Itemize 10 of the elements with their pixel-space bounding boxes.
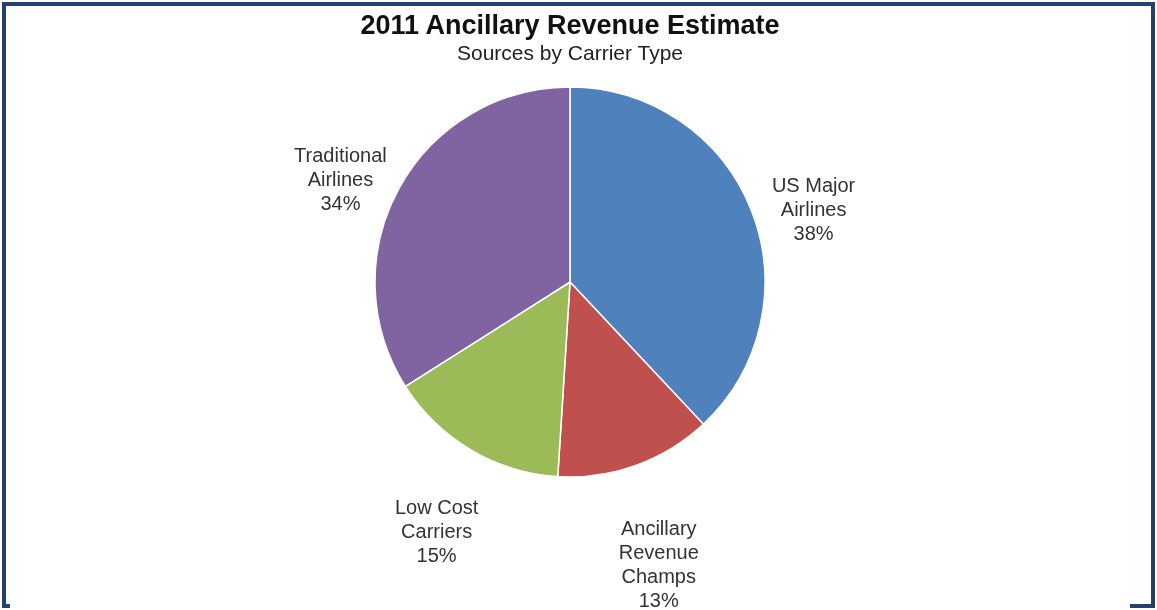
chart-subtitle: Sources by Carrier Type [456,41,684,64]
data-label: 15% [416,543,457,566]
slice-label: Traditional Airlines [294,143,387,190]
data-label: 13% [638,588,679,610]
slice-label: US Major Airlines [771,173,856,220]
data-label: 34% [320,191,361,214]
data-label: 38% [793,221,834,244]
slice-label: Low Cost Carriers [394,495,479,542]
chart-title: 2011 Ancillary Revenue Estimate [360,10,780,40]
slice-label: Ancillary Revenue Champs [618,516,699,587]
